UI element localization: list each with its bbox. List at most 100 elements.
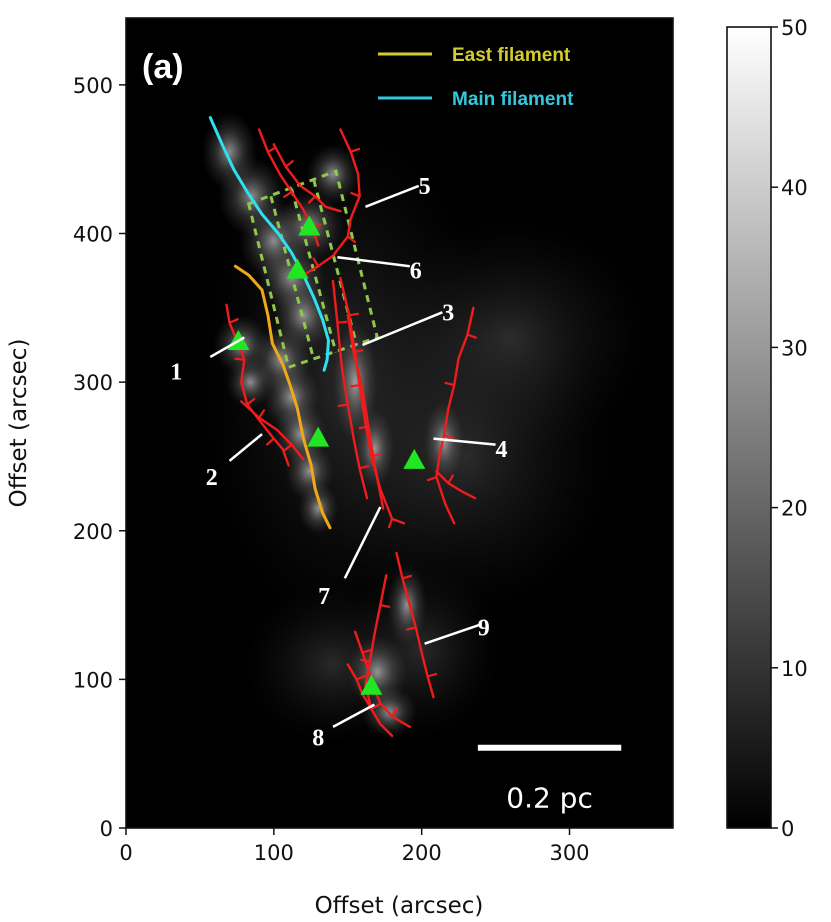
callout-label-7: 7 [318,584,330,610]
callout-label-4: 4 [496,437,508,463]
callout-line-7 [343,506,382,579]
callout-line-9 [424,623,482,645]
east-filament-line [233,264,332,530]
colorbar-tick-label: 50 [781,16,808,40]
source-triangle-marker [360,674,383,695]
branch-spur [336,320,348,324]
x-tick-label: 100 [254,841,294,865]
colorbar-ticks: 0 10 20 30 40 50 [771,16,808,841]
branch-spur [355,674,366,681]
y-tick-label: 0 [100,817,113,841]
fov-box-line [290,188,338,353]
y-tick-label: 400 [73,223,113,247]
x-tick-label: 0 [119,841,132,865]
y-axis-label: Offset (arcsec) [6,339,32,508]
emission-glow [386,565,427,646]
emission-haze [370,217,651,458]
branch-spur [284,160,294,168]
callout-label-9: 9 [478,615,490,641]
branch-5 [302,128,361,277]
branch-spur [444,381,456,387]
branch-spur [350,191,361,198]
branch-spur [442,434,454,439]
branch-spur [391,707,398,718]
colorbar-tick-label: 40 [781,176,808,200]
source-triangle-marker [307,426,330,447]
colorbar-tick-label: 20 [781,497,808,521]
emission-glow [306,144,359,205]
branch-spur [370,703,381,711]
branch-3 [339,276,406,525]
branch-4 [435,306,475,525]
branch-spur [346,235,356,243]
branch-spur [228,318,239,324]
callout-line-1 [209,336,245,358]
branch-spur [283,443,293,452]
source-triangle-marker [403,448,426,469]
callout-line-8 [332,703,375,729]
source-triangle-marker [286,258,309,279]
branch-spur [379,603,391,608]
branch-spur [246,397,256,406]
emission-glow [298,482,339,535]
branch-2 [240,400,305,461]
branch-spur [348,312,360,317]
callout-line-5 [365,184,420,208]
branch-1 [225,303,290,467]
branch-3b [346,314,385,510]
callout-label-2: 2 [206,465,218,491]
colorbar-tick-label: 10 [781,657,808,681]
x-tick-label: 200 [402,841,442,865]
callout-label-6: 6 [410,259,422,285]
colorbar-tick-label: 0 [781,817,794,841]
branch-spur [406,626,417,631]
branch-spur [401,574,413,580]
branch-spur [266,437,275,446]
branch-spur [234,357,246,361]
fov-box [246,169,380,370]
branch-spur [466,333,477,339]
legend-label-2: Main filament [452,89,574,110]
branch-spur [349,147,361,153]
fov-box-line [312,179,359,346]
branch-4b [435,470,477,500]
x-axis-ticks: 0 100 200 300 [119,828,590,865]
branch-spur [266,146,277,153]
emission-glow [423,401,464,482]
branch-spur [387,517,394,529]
branch-8b [346,663,372,708]
y-axis-ticks: 0 100 200 300 400 500 [73,74,126,841]
branch-5b [272,143,342,213]
x-tick-label: 300 [549,841,589,865]
branch-spur [447,474,454,485]
panel-label: (a) [142,48,184,86]
callout-label-5: 5 [419,174,431,200]
callout-line-3 [362,311,443,347]
callout-label-1: 1 [170,360,182,386]
branch-spur [349,384,361,388]
y-tick-label: 200 [73,520,113,544]
branch-spur [337,403,349,407]
y-tick-label: 100 [73,668,113,692]
plot-frame [125,17,674,829]
branch-spur [312,257,320,268]
callout-line-2 [228,433,263,462]
branch-spur [283,190,293,198]
branch-spur [361,648,373,654]
source-triangle-marker [298,215,321,236]
callout-line-4 [433,437,496,446]
colorbar-tick-label: 30 [781,336,808,360]
branch-spur [352,349,364,354]
main-filament-line [208,116,330,372]
branch-spur [307,195,317,204]
branch-spur [258,409,266,419]
y-tick-label: 500 [73,74,113,98]
callout-label-3: 3 [442,300,454,326]
branch-9b [364,574,394,738]
callout-label-8: 8 [312,725,324,751]
colorbar [726,26,772,829]
branch-spur [426,476,438,482]
emission-glow [354,409,395,490]
branch-spur [426,672,438,678]
